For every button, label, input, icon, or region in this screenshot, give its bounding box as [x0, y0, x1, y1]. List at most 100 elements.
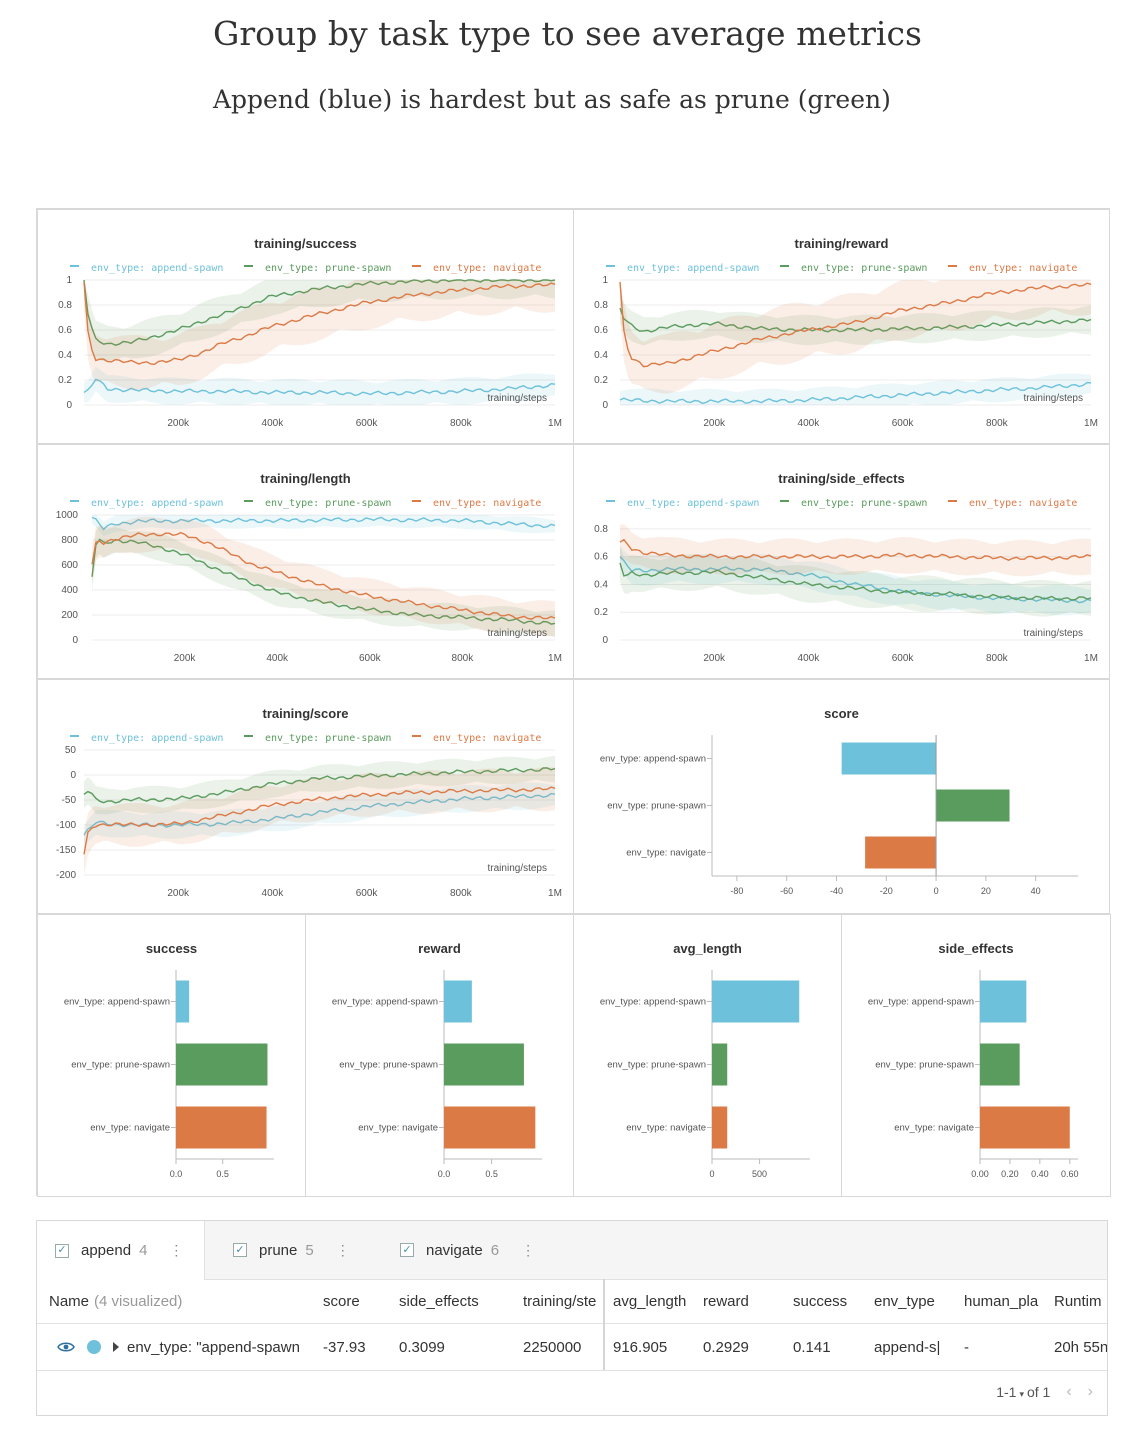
x-axis-label: training/steps — [488, 628, 547, 639]
column-header-reward[interactable]: reward — [703, 1292, 749, 1310]
x-tick-label: 600k — [356, 888, 379, 899]
bar — [176, 1043, 268, 1086]
y-tick-label: 0.4 — [594, 579, 608, 590]
success-cell: 0.141 — [793, 1338, 831, 1356]
confidence-band — [620, 280, 1091, 394]
kebab-menu-icon[interactable]: ⋮ — [169, 1242, 184, 1258]
bar-chart-avg-length: 0 500 env_type: append-spawn env_type: prun… — [600, 970, 810, 1179]
group-tab-prune[interactable]: ✓ prune 5 ⋮ — [233, 1221, 383, 1279]
series-line — [83, 767, 556, 804]
column-header-env-type[interactable]: env_type — [874, 1292, 935, 1310]
kebab-menu-icon[interactable]: ⋮ — [335, 1241, 350, 1258]
page-total: of 1 — [1026, 1384, 1051, 1400]
chart-panel: side_effects 0.00 0.20 0.40 0.60 env_type: a… — [841, 914, 1111, 1197]
category-label: env_type: navigate — [358, 1123, 438, 1134]
checkbox-icon[interactable]: ✓ — [400, 1243, 414, 1257]
column-header-runtime[interactable]: Runtim — [1054, 1292, 1102, 1310]
column-header-training-steps[interactable]: training/ste — [523, 1292, 597, 1310]
x-tick-label: 40 — [1031, 886, 1041, 896]
legend-item-append: env_type: append-spawn — [70, 263, 223, 274]
chevron-right-icon[interactable]: › — [1087, 1383, 1093, 1400]
x-tick-label: 200k — [174, 653, 197, 664]
kebab-menu-icon[interactable]: ⋮ — [521, 1241, 536, 1258]
category-label: env_type: append-spawn — [868, 997, 974, 1008]
category-label: env_type: prune-spawn — [339, 1060, 438, 1071]
group-count: 5 — [305, 1241, 314, 1259]
confidence-band — [92, 526, 555, 637]
chart-panel: score -80 -60 -40 -20 0 20 40 env_type: append-… — [573, 679, 1110, 914]
legend-label: env_type: append-spawn — [91, 733, 224, 744]
group-tab-navigate[interactable]: ✓ navigate 6 ⋮ — [400, 1221, 560, 1279]
y-tick-label: 0.8 — [58, 300, 72, 311]
line-chart-success: 0 0.2 0.4 0.6 0.8 1 200k 400k 600k 800k 1M training… — [58, 275, 562, 429]
bar — [980, 1043, 1020, 1086]
x-tick-label: 600k — [359, 653, 382, 664]
chart-title: score — [824, 706, 859, 721]
y-tick-label: 1000 — [56, 510, 79, 521]
runtime-cell: 20h 55n — [1054, 1338, 1108, 1356]
x-tick-label: 200k — [703, 418, 726, 429]
y-tick-label: 0.8 — [594, 300, 608, 311]
pagination: 1-1 ▾ of 1 ‹ › — [996, 1383, 1093, 1401]
legend-item-prune: env_type: prune-spawn — [244, 498, 391, 509]
confidence-band — [84, 280, 555, 362]
checkbox-icon[interactable]: ✓ — [55, 1243, 69, 1258]
chart-title: side_effects — [938, 941, 1014, 956]
x-tick-label: 0.20 — [1001, 1169, 1019, 1179]
y-tick-label: 0.2 — [594, 375, 608, 386]
checkbox-icon[interactable]: ✓ — [233, 1243, 247, 1257]
category-label: env_type: navigate — [626, 1123, 706, 1134]
column-header-avg-length[interactable]: avg_length — [613, 1292, 687, 1310]
confidence-band — [84, 280, 555, 390]
y-tick-label: 1 — [66, 275, 72, 286]
column-header-success[interactable]: success — [793, 1292, 848, 1310]
column-header-name[interactable]: Name (4 visualized) — [49, 1279, 309, 1323]
series-line — [91, 516, 556, 531]
legend-item-navigate: env_type: navigate — [412, 263, 541, 274]
bar — [176, 1106, 267, 1149]
legend-label: env_type: navigate — [969, 498, 1078, 509]
category-label: env_type: prune-spawn — [71, 1060, 170, 1071]
bar — [980, 980, 1027, 1023]
y-tick-label: 0 — [72, 635, 78, 646]
legend-item-prune: env_type: prune-spawn — [780, 498, 927, 509]
legend-item-append: env_type: append-spawn — [70, 733, 223, 744]
eye-icon[interactable] — [57, 1341, 75, 1353]
chevron-left-icon[interactable]: ‹ — [1066, 1383, 1072, 1400]
table-row[interactable]: env_type: "append-spawn -37.93 0.3099 22… — [37, 1324, 1107, 1371]
x-tick-label: 400k — [262, 418, 285, 429]
x-tick-label: 400k — [262, 888, 285, 899]
series-line — [619, 281, 1092, 368]
group-tab-append[interactable]: ✓ append 4 ⋮ — [37, 1221, 205, 1280]
x-tick-label: 0.0 — [438, 1169, 451, 1179]
x-tick-label: 0 — [934, 886, 939, 896]
legend-label: env_type: prune-spawn — [265, 263, 392, 274]
bar-chart-score: -80 -60 -40 -20 0 20 40 env_type: append-spawn e… — [600, 735, 1078, 896]
y-tick-label: 0.4 — [594, 350, 608, 361]
pinned-column-divider[interactable] — [603, 1279, 605, 1371]
page-title: Group by task type to see average metric… — [213, 14, 922, 53]
confidence-band — [84, 755, 555, 815]
group-label: append — [81, 1242, 132, 1259]
page-size-select[interactable]: 1-1 ▾ — [996, 1384, 1027, 1400]
x-tick-label: 0 — [709, 1169, 714, 1179]
chart-legend: env_type: append-spawn env_type: prune-s… — [38, 263, 573, 277]
x-tick-label: 800k — [986, 653, 1009, 664]
column-header-score[interactable]: score — [323, 1292, 360, 1310]
series-line — [619, 562, 1092, 601]
column-header-side-effects[interactable]: side_effects — [399, 1292, 479, 1310]
legend-item-navigate: env_type: navigate — [412, 498, 541, 509]
series-line — [619, 307, 1092, 333]
chart-panel: success 0.0 0.5 env_type: append-spawn env_… — [37, 914, 306, 1197]
column-header-human-pla[interactable]: human_pla — [964, 1292, 1039, 1310]
run-name[interactable]: env_type: "append-spawn — [127, 1338, 300, 1356]
expand-caret-icon[interactable] — [113, 1342, 119, 1352]
legend-label: env_type: append-spawn — [91, 498, 224, 509]
y-tick-label: 0.6 — [594, 325, 608, 336]
x-axis-label: training/steps — [488, 863, 547, 874]
run-color-dot-icon[interactable] — [87, 1340, 101, 1354]
side-effects-cell: 0.3099 — [399, 1338, 445, 1356]
x-tick-label: 1M — [548, 418, 562, 429]
chart-legend: env_type: append-spawn env_type: prune-s… — [38, 498, 573, 512]
y-tick-label: 0.6 — [594, 552, 608, 563]
